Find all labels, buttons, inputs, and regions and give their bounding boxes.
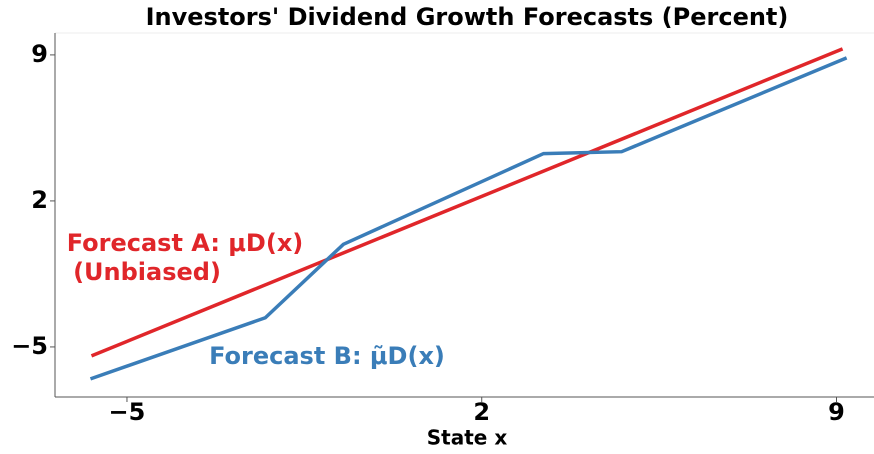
x-tick-label: −5 [109,398,146,426]
annotation-b: Forecast B: μ̃D(x) [209,342,445,370]
annotation-a: Forecast A: μD(x) [67,229,304,257]
annotation-unbiased: (Unbiased) [73,258,221,286]
series-line [89,56,848,381]
x-axis-label: State x [427,426,508,450]
y-tick-label: 2 [31,186,48,214]
chart-title: Investors' Dividend Growth Forecasts (Pe… [146,3,789,31]
y-tick-label: 9 [31,40,48,68]
x-tick-label: 2 [473,398,490,426]
x-tick-label: 9 [828,398,845,426]
y-tick-label: −5 [11,332,48,360]
series-line [90,47,844,358]
